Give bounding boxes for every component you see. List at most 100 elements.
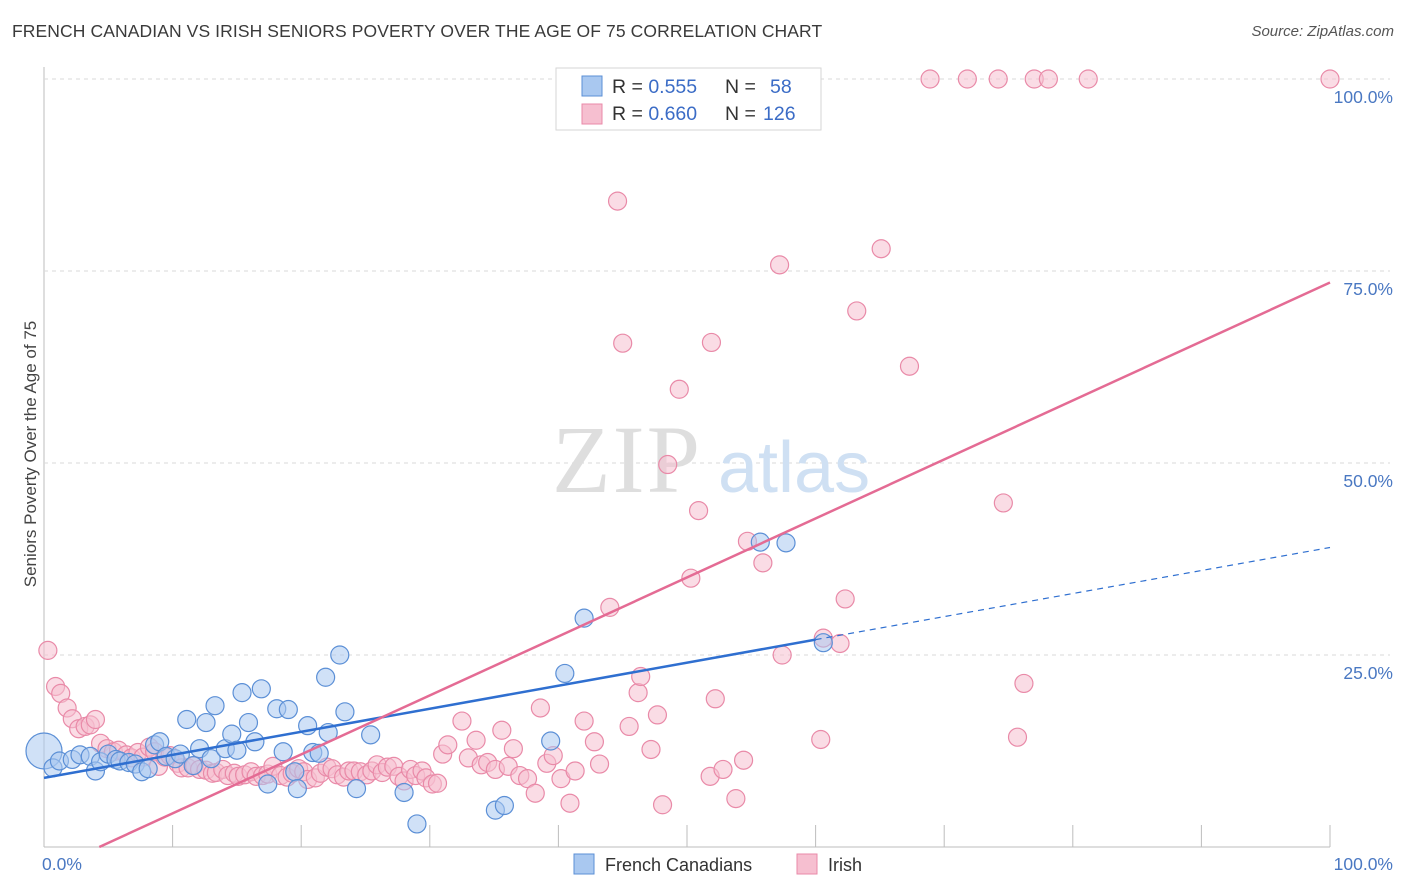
irish-point	[589, 754, 610, 774]
irish-point	[733, 750, 754, 770]
legend-r-label-1: R =	[612, 76, 648, 98]
irish-point	[772, 645, 792, 665]
bottom-legend-swatch-french-canadians	[573, 853, 595, 875]
x-tick-label: 0.0%	[42, 854, 82, 874]
irish-point	[1078, 69, 1098, 89]
y-tick-label: 25.0%	[1343, 663, 1393, 683]
irish-point	[427, 773, 448, 793]
irish-point	[830, 633, 850, 654]
irish-point	[899, 356, 920, 376]
irish-point	[811, 729, 831, 750]
x-axis-ticks: 0.0% 100.0%	[42, 854, 1393, 874]
legend-bottom: French Canadians Irish	[573, 853, 862, 875]
trend-line-french-canadians-extension	[815, 546, 1331, 641]
legend-n-label-1: N =	[725, 76, 756, 98]
french-canadian-point	[316, 667, 336, 687]
legend-n-value-1: 58	[770, 76, 792, 98]
irish-point	[1014, 673, 1034, 694]
irish-point	[669, 379, 689, 399]
french-canadian-point	[177, 709, 197, 730]
french-canadian-point	[273, 742, 293, 762]
irish-point	[647, 705, 668, 725]
legend-r-value-2: 0.660	[648, 103, 697, 125]
y-tick-label: 100.0%	[1334, 87, 1393, 107]
french-canadian-point	[138, 759, 158, 779]
french-canadian-point	[346, 779, 367, 799]
french-canadian-point	[555, 663, 575, 684]
irish-point	[466, 730, 486, 750]
y-axis-ticks: 25.0% 50.0% 75.0% 100.0%	[1334, 87, 1393, 683]
source-credit: Source: ZipAtlas.com	[1251, 23, 1394, 40]
legend-swatch-irish	[581, 103, 603, 125]
french-canadian-point	[813, 633, 833, 653]
french-canadian-point	[285, 762, 305, 782]
french-canadian-point	[232, 683, 252, 703]
french-canadian-point	[335, 702, 355, 722]
irish-point	[492, 720, 512, 740]
irish-point	[530, 698, 550, 718]
irish-point	[619, 716, 639, 737]
irish-point	[920, 69, 940, 89]
irish-point	[628, 683, 648, 703]
french-canadian-point	[196, 712, 216, 733]
irish-point	[85, 709, 106, 730]
legend-top: R = 0.555 N = 58 R = 0.660 N = 126	[555, 67, 822, 131]
french-canadian-point	[238, 712, 259, 733]
french-canadian-point	[394, 782, 414, 803]
irish-point	[726, 789, 746, 809]
x-tick-label: 100.0%	[1334, 854, 1393, 874]
french-canadian-point	[776, 533, 796, 553]
french-canadian-points	[25, 532, 833, 834]
irish-point	[613, 333, 633, 353]
trend-line-irish	[98, 281, 1331, 849]
legend-r-label-2: R =	[612, 103, 648, 125]
irish-point	[871, 239, 891, 259]
french-canadian-point	[201, 749, 221, 769]
irish-point	[993, 493, 1013, 513]
bottom-legend-label-french-canadians: French Canadians	[605, 855, 752, 875]
irish-point	[607, 191, 628, 211]
irish-point	[584, 732, 605, 752]
french-canadian-point	[287, 779, 307, 799]
irish-point	[988, 69, 1008, 89]
irish-point	[1320, 69, 1340, 89]
french-canadian-point	[183, 755, 203, 776]
irish-point	[438, 735, 458, 755]
bottom-legend-label-irish: Irish	[828, 855, 862, 875]
french-canadian-point	[278, 699, 298, 720]
french-canadian-point	[227, 740, 247, 760]
irish-point	[847, 301, 867, 321]
french-canadian-point	[205, 696, 225, 716]
french-canadian-point	[541, 731, 561, 751]
irish-point	[565, 761, 585, 781]
irish-point	[652, 795, 673, 815]
french-canadian-point	[251, 679, 271, 699]
irish-point	[452, 711, 472, 731]
irish-point	[701, 332, 722, 353]
french-canadian-point	[330, 645, 350, 665]
y-tick-label: 50.0%	[1343, 471, 1393, 491]
irish-point	[503, 739, 523, 759]
legend-n-value-2: 126	[763, 103, 796, 125]
irish-point	[705, 689, 725, 709]
irish-point	[688, 501, 709, 521]
trend-line-french-canadians	[43, 638, 816, 780]
irish-point	[658, 454, 678, 475]
legend-n-label-2: N =	[725, 103, 756, 125]
legend-swatch-french-canadians	[581, 75, 603, 97]
watermark-atlas: atlas	[718, 428, 870, 508]
french-canadian-point	[361, 725, 381, 745]
y-tick-label: 75.0%	[1343, 279, 1393, 299]
watermark-zip: ZIP	[552, 406, 702, 513]
irish-point	[835, 589, 855, 609]
trend-lines	[43, 281, 1331, 849]
french-canadian-point	[222, 724, 242, 744]
irish-point	[753, 553, 773, 573]
svg-text:R = 0.555: R = 0.555	[612, 76, 697, 98]
y-axis-label: Seniors Poverty Over the Age of 75	[21, 321, 40, 587]
irish-point	[574, 711, 594, 731]
legend-r-value-1: 0.555	[648, 76, 697, 98]
svg-text:R = 0.660: R = 0.660	[612, 103, 697, 125]
irish-point	[38, 640, 58, 660]
irish-point	[957, 69, 977, 89]
